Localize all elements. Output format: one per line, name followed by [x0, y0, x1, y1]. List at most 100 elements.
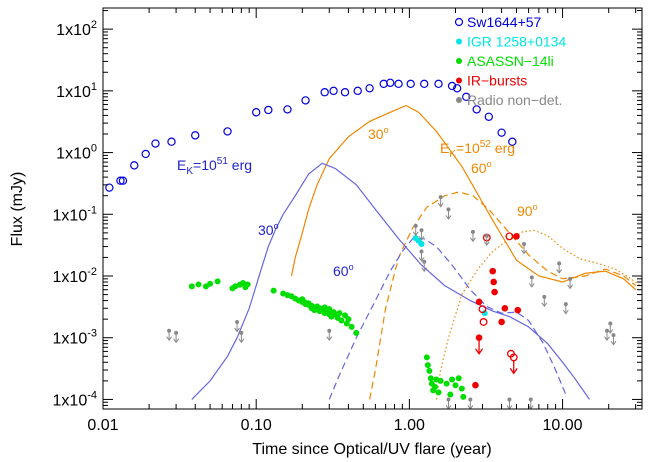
data-point — [151, 139, 160, 148]
x-tick-label: 0.01 — [87, 417, 118, 434]
data-point — [489, 267, 497, 275]
data-point — [353, 86, 362, 96]
data-point — [501, 304, 509, 312]
data-point — [283, 105, 292, 114]
upper-limit-arrow — [445, 215, 452, 220]
upper-limit-arrow — [604, 336, 610, 342]
data-point — [329, 86, 338, 96]
legend-item: Sw1644+57 — [454, 14, 542, 30]
upper-limit-arrow — [610, 340, 617, 346]
model-curve — [191, 162, 590, 400]
data-point — [207, 280, 214, 287]
upper-limit-arrow — [238, 338, 245, 344]
data-point — [223, 127, 232, 136]
legend-label: Sw1644+57 — [467, 14, 542, 30]
upper-limit-arrow — [421, 267, 428, 273]
data-point — [116, 176, 125, 185]
data-point — [490, 278, 497, 286]
data-point — [508, 137, 517, 146]
legend-item: IR−bursts — [456, 73, 527, 89]
legend-label: IGR 1258+0134 — [467, 34, 566, 50]
legend-item: ASASSN−14li — [456, 53, 554, 69]
plot-area — [103, 8, 642, 409]
upper-limit-arrow — [418, 236, 425, 241]
data-point — [426, 367, 433, 374]
legend-item: IGR 1258+0134 — [456, 34, 566, 50]
data-point — [432, 383, 439, 390]
upper-limit-arrow — [173, 338, 179, 344]
data-point — [505, 232, 514, 241]
data-point — [447, 391, 454, 398]
data-point — [188, 283, 195, 290]
y-tick-label: 1x101 — [56, 81, 97, 101]
x-tick-label: 10.00 — [543, 417, 583, 434]
model-curve — [290, 104, 637, 291]
ir-upper-limit-arrow — [509, 368, 518, 375]
legend-label: ASASSN−14li — [467, 53, 554, 69]
data-point — [320, 88, 329, 97]
plot-frame — [102, 7, 643, 410]
upper-limit-arrow — [528, 283, 535, 288]
data-point — [460, 393, 467, 400]
legend-item: Radio non−det. — [456, 92, 562, 108]
data-point — [455, 375, 462, 382]
legend-marker — [456, 58, 462, 64]
data-point — [336, 310, 343, 317]
data-point — [353, 329, 360, 336]
data-point — [491, 288, 498, 296]
axis-ticks: 0.01 0.10 1.00 10.00 1x10-4 1x10-3 1x10-2 1x10-… — [53, 8, 642, 434]
upper-limit-arrow — [470, 237, 476, 243]
data-point — [472, 105, 481, 114]
annotations: EK=1051 erg EK=1052 erg 30o 60o 90o 30o 60o — [177, 125, 538, 279]
data-point — [365, 84, 374, 93]
data-point — [443, 380, 450, 387]
y-tick-label: 1x10-2 — [53, 266, 97, 286]
angle-label: 60o — [471, 159, 492, 176]
y-tick-label: 1x10-3 — [53, 328, 97, 348]
data-point — [214, 278, 221, 285]
angle-label: 30o — [368, 125, 389, 142]
data-point — [472, 381, 479, 389]
data-point — [264, 105, 273, 115]
data-point — [475, 298, 483, 306]
y-tick-label: 1x10-4 — [53, 389, 97, 409]
upper-limit-arrow — [166, 336, 172, 342]
data-point — [340, 88, 350, 97]
upper-limit-arrow — [521, 249, 527, 255]
data-point — [452, 84, 462, 93]
data-point — [345, 316, 352, 323]
upper-limit-arrow — [483, 241, 490, 247]
data-point — [498, 318, 505, 326]
data-point — [418, 241, 425, 248]
data-point — [481, 310, 488, 317]
data-point — [195, 281, 202, 288]
data-point — [338, 317, 345, 324]
data-points — [105, 78, 617, 409]
data-point — [251, 108, 261, 117]
angle-label: 90o — [517, 202, 538, 219]
data-point — [435, 389, 442, 396]
upper-limit-arrow — [418, 257, 425, 262]
data-point — [478, 305, 487, 314]
legend: Sw1644+57 IGR 1258+0134 ASASSN−14li IR−burs… — [454, 14, 566, 108]
data-point — [244, 281, 251, 288]
data-point — [348, 323, 355, 330]
legend-label: Radio non−det. — [467, 92, 562, 108]
data-point — [484, 112, 494, 121]
y-tick-label: 1x102 — [56, 19, 97, 39]
upper-limit-arrow — [607, 329, 614, 334]
model-curve — [328, 238, 567, 400]
data-point — [462, 92, 471, 102]
data-point — [191, 131, 200, 140]
data-point — [420, 79, 429, 89]
data-point — [406, 79, 415, 89]
upper-limit-arrow — [234, 327, 240, 333]
data-point — [437, 377, 444, 384]
angle-label: 30o — [258, 221, 279, 238]
legend-marker — [456, 97, 462, 103]
energy-label: EK=1052 erg — [440, 139, 515, 160]
upper-limit-arrow — [541, 302, 548, 308]
data-point — [130, 161, 139, 170]
data-point — [434, 79, 443, 89]
